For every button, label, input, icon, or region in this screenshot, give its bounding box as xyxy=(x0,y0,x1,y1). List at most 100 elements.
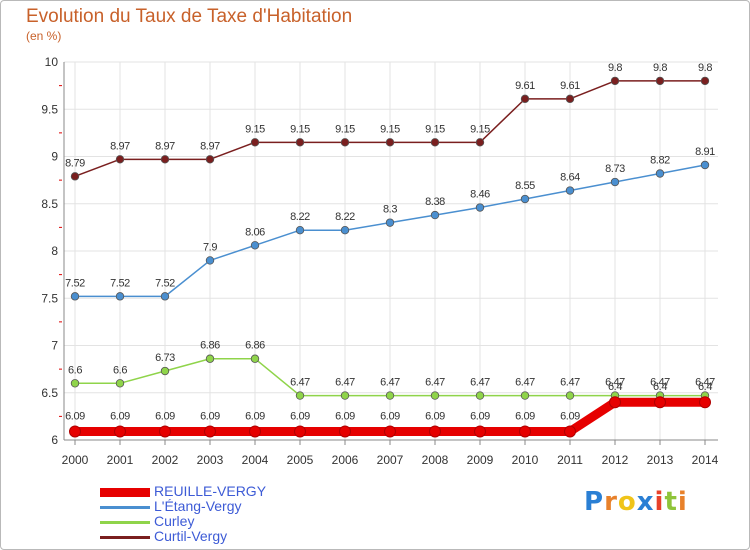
data-point xyxy=(294,425,306,438)
data-point xyxy=(564,425,576,438)
data-point xyxy=(610,76,620,86)
data-point xyxy=(609,396,621,409)
data-point xyxy=(519,425,531,438)
data-point xyxy=(340,138,350,147)
data-label: 9.15 xyxy=(425,123,445,135)
logo-letter: P xyxy=(584,487,605,517)
data-point xyxy=(430,391,440,400)
data-label: 6.4 xyxy=(653,381,667,393)
logo-letter: r xyxy=(604,487,618,517)
x-tick-label: 2007 xyxy=(377,453,404,467)
data-point xyxy=(295,226,305,235)
x-tick-label: 2004 xyxy=(242,453,269,467)
data-point xyxy=(115,292,125,301)
data-point xyxy=(475,203,485,212)
x-tick-label: 2000 xyxy=(62,453,89,467)
y-tick-label: 9 xyxy=(51,150,58,164)
data-point xyxy=(339,425,351,438)
data-label: 6.09 xyxy=(425,410,445,422)
data-point xyxy=(204,425,216,438)
data-point xyxy=(429,425,441,438)
legend-label: Curtil-Vergy xyxy=(154,528,228,544)
x-tick-label: 2003 xyxy=(197,453,224,467)
chart-title: Evolution du Taux de Taxe d'Habitation xyxy=(26,6,353,27)
data-label: 8.91 xyxy=(695,146,715,158)
data-label: 9.15 xyxy=(245,123,265,135)
x-tick-label: 2008 xyxy=(422,453,449,467)
data-point xyxy=(249,425,261,438)
data-point xyxy=(250,354,260,363)
data-label: 6.86 xyxy=(245,340,265,352)
x-tick-label: 2005 xyxy=(287,453,314,467)
data-point xyxy=(430,210,440,220)
data-point xyxy=(205,155,215,164)
legend-swatch xyxy=(100,488,150,497)
logo-letter: x xyxy=(636,487,655,517)
y-tick-label: 9.5 xyxy=(41,102,58,116)
data-label: 6.86 xyxy=(200,340,220,352)
y-tick-label: 8 xyxy=(51,244,58,258)
legend-swatch xyxy=(100,506,150,509)
legend-label: Curley xyxy=(154,513,195,529)
data-label: 8.22 xyxy=(290,211,310,223)
legend-swatch xyxy=(100,521,150,524)
data-point xyxy=(520,194,530,204)
data-point xyxy=(700,76,710,86)
legend-item: L'Étang-Vergy xyxy=(100,498,360,514)
data-label: 9.61 xyxy=(515,80,535,92)
data-label: 8.46 xyxy=(470,189,490,201)
data-label: 6.47 xyxy=(515,377,535,389)
data-label: 8.22 xyxy=(335,211,355,223)
data-point xyxy=(655,76,665,86)
y-tick-label: 10 xyxy=(45,55,59,69)
x-tick-label: 2014 xyxy=(692,453,719,467)
y-tick-label: 7.5 xyxy=(41,291,58,305)
data-point xyxy=(384,425,396,438)
data-point xyxy=(160,366,170,376)
data-label: 9.15 xyxy=(290,123,310,135)
data-point xyxy=(699,396,711,409)
data-point xyxy=(654,396,666,409)
data-label: 6.09 xyxy=(335,410,355,422)
data-label: 6.47 xyxy=(425,377,445,389)
data-point xyxy=(385,218,395,227)
legend-swatch xyxy=(100,536,150,539)
data-label: 7.52 xyxy=(65,277,85,289)
data-point xyxy=(610,177,620,187)
y-tick-label: 7 xyxy=(51,339,58,353)
data-point xyxy=(340,226,350,235)
data-label: 8.38 xyxy=(425,196,445,208)
data-label: 6.47 xyxy=(335,377,355,389)
data-label: 9.15 xyxy=(335,123,355,135)
data-point xyxy=(250,138,260,147)
data-label: 8.82 xyxy=(650,155,670,167)
data-point xyxy=(475,391,485,400)
data-point xyxy=(295,138,305,147)
x-tick-label: 2010 xyxy=(512,453,539,467)
data-label: 9.8 xyxy=(698,62,712,74)
proxiti-logo: Proxiti xyxy=(584,487,688,517)
data-label: 6.6 xyxy=(68,364,82,376)
data-point xyxy=(295,391,305,400)
x-tick-label: 2012 xyxy=(602,453,629,467)
data-point xyxy=(160,155,170,164)
data-point xyxy=(475,138,485,147)
data-point xyxy=(70,379,80,388)
data-label: 6.09 xyxy=(65,410,85,422)
data-point xyxy=(205,256,215,265)
data-point xyxy=(115,155,125,164)
data-label: 6.47 xyxy=(380,377,400,389)
x-tick-label: 2001 xyxy=(107,453,134,467)
data-point xyxy=(655,169,665,178)
data-label: 9.8 xyxy=(608,62,622,74)
data-label: 6.4 xyxy=(698,381,712,393)
data-label: 6.09 xyxy=(290,410,310,422)
logo-letter: i xyxy=(654,487,665,517)
data-label: 7.9 xyxy=(203,241,217,253)
data-point xyxy=(70,292,80,301)
y-tick-label: 6.5 xyxy=(41,386,58,400)
data-point xyxy=(700,160,710,170)
data-label: 8.64 xyxy=(560,172,580,184)
x-tick-label: 2002 xyxy=(152,453,179,467)
